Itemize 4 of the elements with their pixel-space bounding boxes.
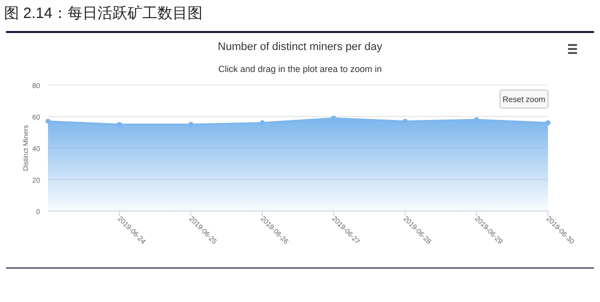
annotation: Reset zoom (502, 95, 546, 104)
chart-title: 图 2.14：每日活跃矿工数目图 (4, 5, 202, 22)
chart-subtitle: Number of distinct miners per day (218, 41, 383, 53)
text: Click and drag in the plot area to zoom in (218, 64, 382, 74)
